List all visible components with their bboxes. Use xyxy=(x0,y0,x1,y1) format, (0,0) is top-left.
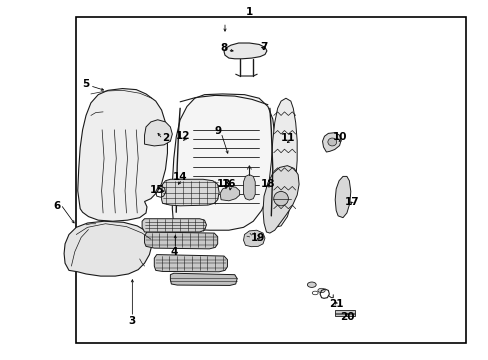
Polygon shape xyxy=(322,133,340,152)
Text: 13: 13 xyxy=(216,179,231,189)
Polygon shape xyxy=(263,166,299,233)
Ellipse shape xyxy=(327,138,336,146)
Polygon shape xyxy=(154,255,227,272)
Polygon shape xyxy=(78,89,167,221)
Text: 3: 3 xyxy=(128,316,136,325)
Polygon shape xyxy=(144,232,217,249)
Text: 15: 15 xyxy=(149,185,163,195)
Polygon shape xyxy=(161,179,219,206)
Text: 11: 11 xyxy=(281,133,295,143)
Text: 18: 18 xyxy=(260,179,275,189)
Text: 6: 6 xyxy=(53,201,61,211)
Ellipse shape xyxy=(307,282,316,287)
Text: 12: 12 xyxy=(176,131,190,141)
Polygon shape xyxy=(144,120,172,146)
Text: 1: 1 xyxy=(245,7,252,17)
Polygon shape xyxy=(142,219,206,232)
Text: 10: 10 xyxy=(332,132,346,142)
Text: 17: 17 xyxy=(344,197,358,207)
Text: 5: 5 xyxy=(82,79,89,89)
Bar xyxy=(334,310,354,316)
Ellipse shape xyxy=(273,192,288,206)
Text: 9: 9 xyxy=(214,126,221,135)
Text: 14: 14 xyxy=(172,172,187,182)
Text: 2: 2 xyxy=(162,133,169,143)
Polygon shape xyxy=(267,98,297,227)
Bar xyxy=(76,17,466,343)
Ellipse shape xyxy=(317,288,325,293)
Polygon shape xyxy=(170,273,237,285)
Text: 19: 19 xyxy=(250,233,265,243)
Polygon shape xyxy=(243,175,255,200)
Text: 4: 4 xyxy=(170,247,177,257)
Polygon shape xyxy=(220,186,239,201)
Text: 16: 16 xyxy=(221,179,236,189)
Polygon shape xyxy=(334,176,350,218)
Text: 20: 20 xyxy=(339,312,353,322)
Text: 21: 21 xyxy=(328,299,343,309)
Polygon shape xyxy=(224,43,266,59)
Polygon shape xyxy=(172,94,274,230)
Text: 8: 8 xyxy=(220,43,227,53)
Polygon shape xyxy=(64,221,152,276)
Text: 7: 7 xyxy=(260,42,267,51)
Polygon shape xyxy=(243,230,264,247)
